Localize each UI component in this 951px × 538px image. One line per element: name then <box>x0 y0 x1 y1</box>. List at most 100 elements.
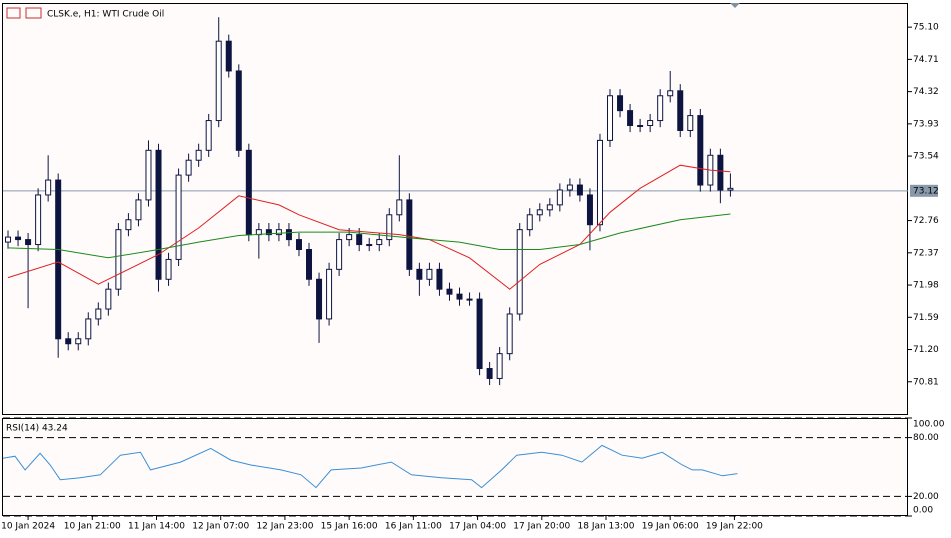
candle-body <box>416 268 423 280</box>
y-tick-label: 73.54 <box>913 152 939 162</box>
candle-body <box>496 353 503 379</box>
x-tick-label: 19 Jan 22:00 <box>706 522 763 532</box>
x-tick-label: 11 Jan 14:00 <box>128 522 185 532</box>
candle-body <box>75 338 82 345</box>
candle-body <box>667 90 674 97</box>
candle-body <box>376 239 383 246</box>
x-tick-label: 12 Jan 23:00 <box>256 522 313 532</box>
y-tick-label: 70.81 <box>913 377 939 387</box>
candle-body <box>295 239 302 251</box>
x-tick-label: 19 Jan 06:00 <box>642 522 699 532</box>
candle-body <box>346 234 353 241</box>
candle-body <box>586 194 593 226</box>
icon <box>6 7 21 19</box>
candle-body <box>486 368 493 379</box>
shift-marker <box>730 3 740 8</box>
last-price-box <box>910 184 938 197</box>
y-tick-label: 72.76 <box>913 216 939 226</box>
x-tick-label: 10 Jan 21:00 <box>64 522 121 532</box>
x-tick-label: 16 Jan 11:00 <box>385 522 442 532</box>
x-tick-label: 17 Jan 20:00 <box>513 522 570 532</box>
candle-body <box>195 149 202 161</box>
candle-body <box>135 199 142 221</box>
candle-body <box>386 214 393 241</box>
candle-body <box>45 179 52 196</box>
candle-body <box>366 244 373 247</box>
candle-body <box>727 187 734 191</box>
candle-body <box>265 229 272 236</box>
candle-body <box>165 258 172 280</box>
candle-body <box>576 184 583 196</box>
main-pane <box>2 3 908 415</box>
candle-body <box>5 236 12 243</box>
candle-body <box>115 229 122 290</box>
candle-body <box>426 268 433 280</box>
candle-body <box>647 120 654 127</box>
y-tick-label: 72.37 <box>913 248 939 258</box>
y-tick-label: 20.00 <box>913 492 939 502</box>
candle-body <box>476 298 483 370</box>
candle-body <box>336 239 343 270</box>
indicator-line <box>7 164 731 290</box>
x-tick-label: 17 Jan 04:00 <box>449 522 506 532</box>
candle-body <box>235 70 242 151</box>
candle-body <box>687 115 694 131</box>
candle-body <box>446 288 453 295</box>
candle-body <box>466 298 473 301</box>
candle-body <box>185 159 192 176</box>
x-tick-label: 12 Jan 07:00 <box>192 522 249 532</box>
y-tick-label: 0.00 <box>913 506 933 516</box>
candle-body <box>637 125 644 128</box>
y-tick-label: 73.93 <box>913 119 939 129</box>
last-price-label: 73.12 <box>913 186 939 196</box>
candle-body <box>396 199 403 216</box>
candle-body <box>506 313 513 355</box>
y-tick-label: 71.59 <box>913 313 939 323</box>
candle-body <box>326 268 333 320</box>
candle-body <box>125 219 132 231</box>
candle-body <box>245 149 252 236</box>
candle-body <box>677 90 684 131</box>
candle-body <box>155 149 162 280</box>
indicator-line <box>2 444 738 489</box>
x-tick-label: 10 Jan 2024 <box>1 522 55 532</box>
candle-body <box>406 199 413 270</box>
y-tick-label: 80.00 <box>913 433 939 443</box>
candle-body <box>285 229 292 241</box>
x-tick-label: 15 Jan 16:00 <box>321 522 378 532</box>
candle-body <box>526 214 533 231</box>
candle-body <box>556 189 563 206</box>
candle-body <box>105 288 112 310</box>
candle-body <box>35 194 42 246</box>
candle-body <box>596 139 603 226</box>
y-tick-label: 74.71 <box>913 55 939 65</box>
icon <box>25 7 42 19</box>
candle-body <box>85 318 92 340</box>
candle-body <box>566 184 573 191</box>
y-tick-label: 75.10 <box>913 23 939 33</box>
indicator-line <box>7 213 731 259</box>
x-tick-label: 18 Jan 13:00 <box>578 522 635 532</box>
candle-body <box>306 249 313 280</box>
candle-body <box>536 209 543 216</box>
candle-body <box>205 120 212 151</box>
candle-body <box>356 234 363 246</box>
candle-body <box>627 110 634 127</box>
y-tick-label: 71.20 <box>913 345 939 355</box>
candle-body <box>145 149 152 201</box>
candle-body <box>607 95 614 141</box>
candle-body <box>215 40 222 122</box>
candle-body <box>617 95 624 112</box>
candle-body <box>95 308 102 320</box>
candle-body <box>225 40 232 72</box>
candle-body <box>516 229 523 315</box>
chart-title: CLSK.e, H1: WTI Crude Oil <box>47 10 164 20</box>
candle-body <box>65 338 72 345</box>
symbol-icons <box>6 7 42 19</box>
y-tick-label: 100.00 <box>913 420 945 430</box>
candle-body <box>697 115 704 186</box>
candle-body <box>15 236 22 241</box>
rsi-title: RSI(14) 43.24 <box>6 424 68 434</box>
y-tick-label: 74.32 <box>913 87 939 97</box>
